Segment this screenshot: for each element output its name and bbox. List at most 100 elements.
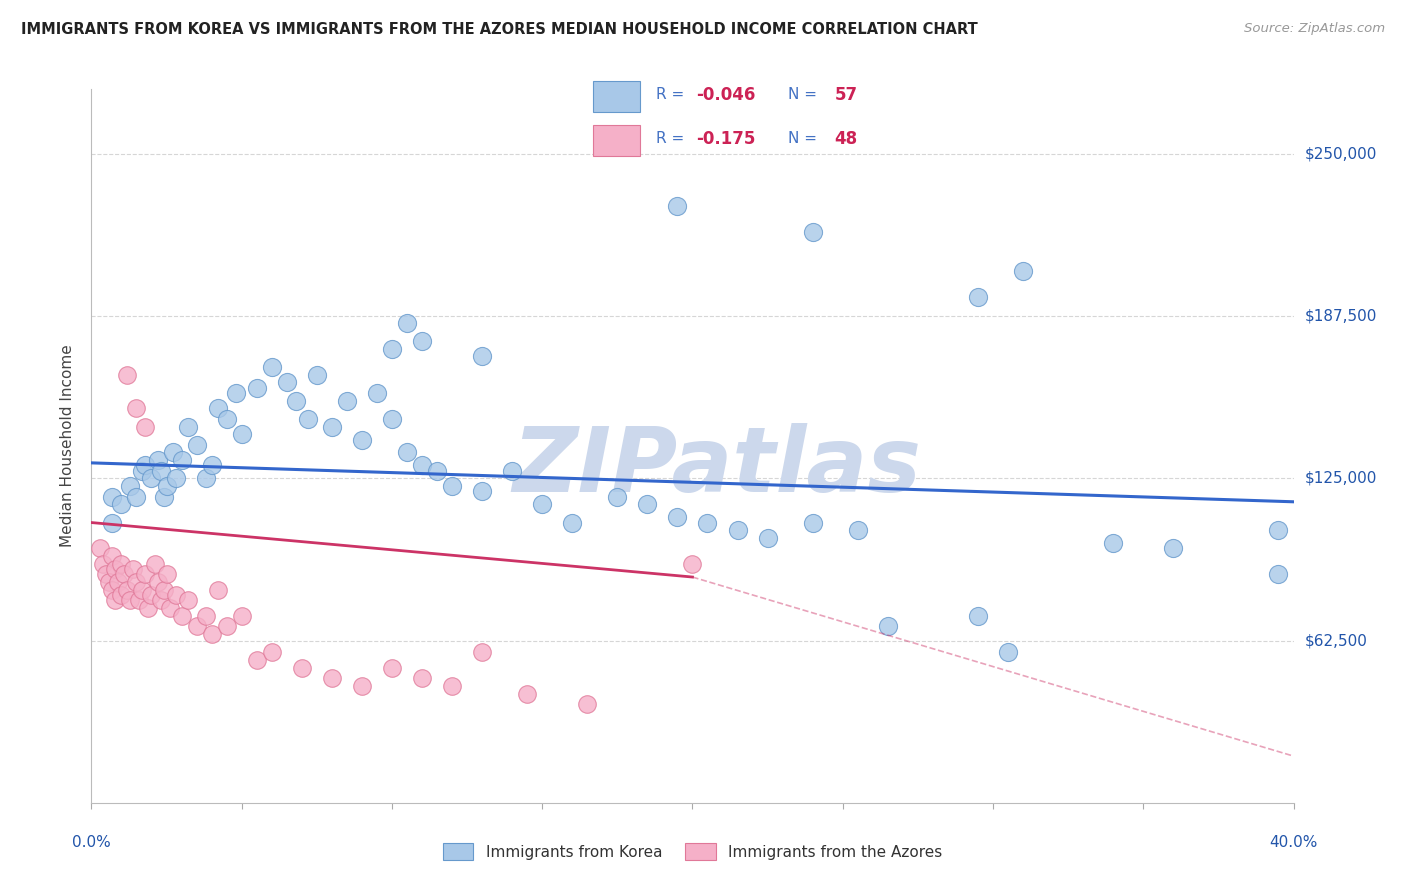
Text: $125,000: $125,000 xyxy=(1305,471,1376,486)
Legend: Immigrants from Korea, Immigrants from the Azores: Immigrants from Korea, Immigrants from t… xyxy=(437,837,948,866)
Point xyxy=(122,562,145,576)
Point xyxy=(336,393,359,408)
Point xyxy=(225,385,247,400)
Point xyxy=(246,653,269,667)
Point xyxy=(967,290,990,304)
Point xyxy=(531,497,554,511)
Point xyxy=(96,567,118,582)
Point xyxy=(201,458,224,473)
Point xyxy=(110,497,132,511)
Point xyxy=(997,645,1019,659)
Point xyxy=(305,368,328,382)
Text: ZIPatlas: ZIPatlas xyxy=(512,424,921,511)
Point xyxy=(146,575,169,590)
Point xyxy=(471,350,494,364)
Point xyxy=(125,490,148,504)
Point xyxy=(297,411,319,425)
Point xyxy=(501,464,523,478)
Point xyxy=(276,376,298,390)
Point xyxy=(381,342,404,356)
Point xyxy=(134,419,156,434)
Point xyxy=(165,471,187,485)
Text: $187,500: $187,500 xyxy=(1305,309,1376,324)
Point xyxy=(411,458,433,473)
Point xyxy=(98,575,121,590)
Point xyxy=(194,471,217,485)
Point xyxy=(110,588,132,602)
Point xyxy=(114,567,136,582)
Point xyxy=(395,445,418,459)
Point xyxy=(1267,524,1289,538)
Text: -0.175: -0.175 xyxy=(696,130,755,148)
Y-axis label: Median Household Income: Median Household Income xyxy=(60,344,76,548)
Point xyxy=(138,601,160,615)
Point xyxy=(426,464,449,478)
Point xyxy=(696,516,718,530)
Point xyxy=(846,524,869,538)
Point xyxy=(207,582,229,597)
Point xyxy=(801,225,824,239)
Point xyxy=(104,593,127,607)
Point xyxy=(284,393,307,408)
Point xyxy=(606,490,628,504)
Point xyxy=(101,582,124,597)
Point xyxy=(321,671,343,685)
Point xyxy=(1012,264,1035,278)
Point xyxy=(291,661,314,675)
Point xyxy=(149,464,172,478)
Point xyxy=(131,464,153,478)
Point xyxy=(117,582,139,597)
Point xyxy=(117,368,139,382)
Point xyxy=(246,381,269,395)
Point xyxy=(231,427,253,442)
Text: 0.0%: 0.0% xyxy=(72,835,111,850)
Point xyxy=(1267,567,1289,582)
Point xyxy=(260,645,283,659)
Point xyxy=(395,316,418,330)
Point xyxy=(681,557,703,571)
Point xyxy=(170,453,193,467)
Point xyxy=(194,609,217,624)
Point xyxy=(381,411,404,425)
Point xyxy=(176,593,198,607)
Point xyxy=(516,687,538,701)
Point xyxy=(207,401,229,416)
Text: R =: R = xyxy=(657,131,695,146)
Point xyxy=(411,671,433,685)
Point xyxy=(104,562,127,576)
Text: 48: 48 xyxy=(835,130,858,148)
Point xyxy=(128,593,150,607)
FancyBboxPatch shape xyxy=(593,125,640,156)
Point xyxy=(756,531,779,545)
Text: N =: N = xyxy=(789,131,823,146)
Point xyxy=(366,385,388,400)
Point xyxy=(411,334,433,348)
Point xyxy=(576,697,599,711)
Point xyxy=(134,458,156,473)
Point xyxy=(120,479,142,493)
Point xyxy=(152,582,174,597)
Point xyxy=(131,582,153,597)
Point xyxy=(471,645,494,659)
Point xyxy=(143,557,166,571)
Point xyxy=(159,601,181,615)
Point xyxy=(101,549,124,564)
Text: N =: N = xyxy=(789,87,823,103)
Text: $62,500: $62,500 xyxy=(1305,633,1368,648)
Text: 57: 57 xyxy=(835,86,858,103)
Point xyxy=(141,471,163,485)
Text: $250,000: $250,000 xyxy=(1305,146,1376,161)
Point xyxy=(727,524,749,538)
Point xyxy=(321,419,343,434)
Point xyxy=(155,567,177,582)
Point xyxy=(141,588,163,602)
Point xyxy=(440,679,463,693)
Point xyxy=(146,453,169,467)
Text: -0.046: -0.046 xyxy=(696,86,755,103)
Point xyxy=(666,199,689,213)
Point xyxy=(186,438,208,452)
Point xyxy=(201,627,224,641)
Point xyxy=(101,516,124,530)
Text: 40.0%: 40.0% xyxy=(1270,835,1317,850)
Text: IMMIGRANTS FROM KOREA VS IMMIGRANTS FROM THE AZORES MEDIAN HOUSEHOLD INCOME CORR: IMMIGRANTS FROM KOREA VS IMMIGRANTS FROM… xyxy=(21,22,977,37)
